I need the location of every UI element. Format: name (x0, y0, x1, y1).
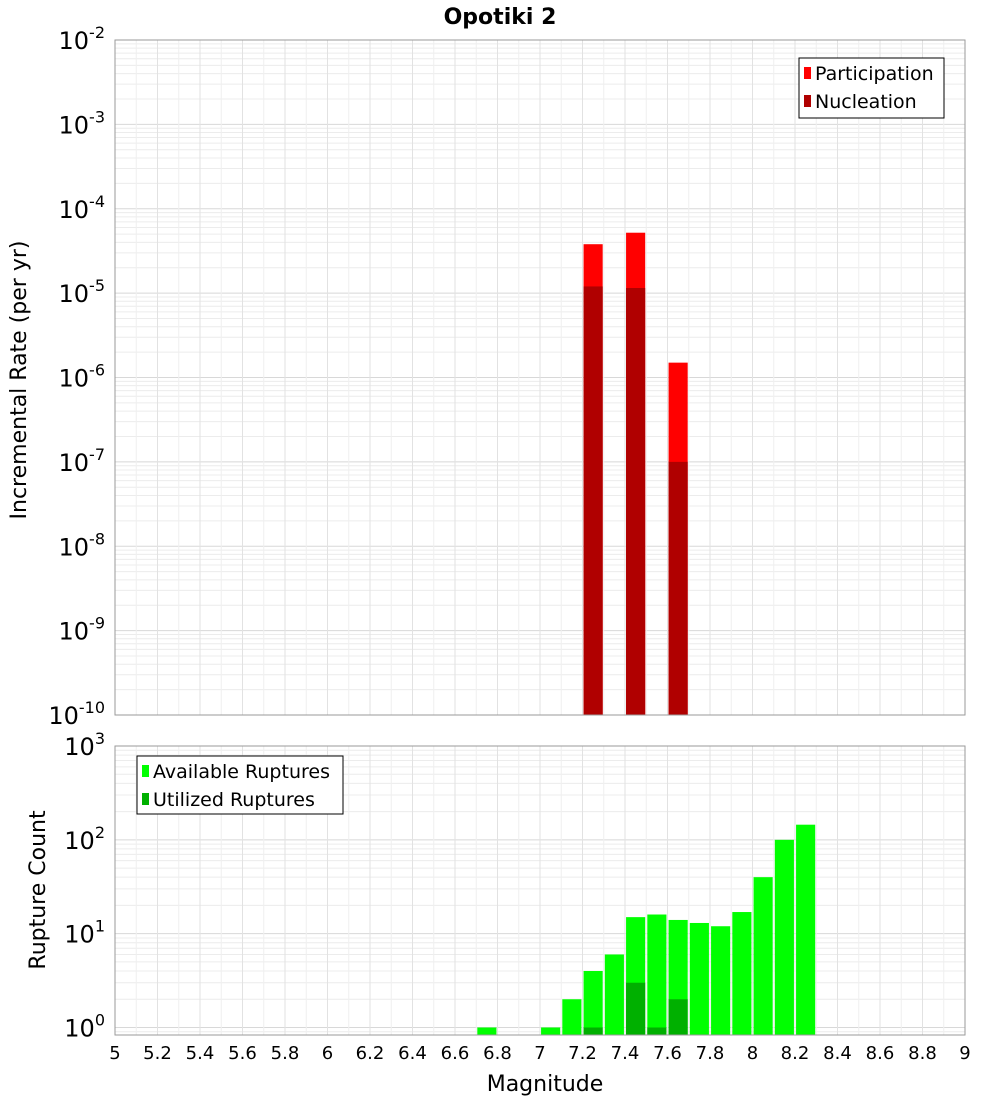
bar-count-0 (541, 1027, 561, 1035)
x-tick-label: 8 (747, 1043, 758, 1064)
y-tick-labels: 10-10 10-9 10-8 10-7 10-6 10-5 10-4 10-3 10-2 (48, 23, 105, 730)
y-tick-label: 10-3 (59, 107, 106, 139)
top-y-axis-label: Incremental Rate (per yr) (7, 241, 32, 520)
x-tick-label: 5.6 (228, 1043, 257, 1064)
bar-count-0 (604, 954, 624, 1035)
legend-swatch (804, 95, 811, 107)
y-tick-label: 10-8 (59, 529, 106, 561)
x-axis-label: Magnitude (487, 1072, 604, 1097)
bar-count-0 (477, 1027, 497, 1035)
y-tick-label: 10-5 (59, 276, 106, 308)
legend-swatch (804, 67, 811, 79)
y-tick-label: 10-2 (59, 23, 106, 55)
bar-count-0 (562, 999, 582, 1035)
y-tick-label: 10-9 (59, 614, 106, 646)
bar-count-0 (689, 922, 709, 1035)
x-tick-label: 8.6 (866, 1043, 895, 1064)
bar-count-1 (668, 999, 688, 1035)
x-tick-label: 6.8 (483, 1043, 512, 1064)
x-tick-label: 7.6 (653, 1043, 682, 1064)
series-utilized-ruptures (583, 982, 688, 1035)
bar-count-0 (796, 824, 816, 1035)
y-tick-label: 10-4 (59, 192, 106, 224)
x-tick-label: 7.2 (568, 1043, 597, 1064)
legend: Participation Nucleation (798, 57, 945, 119)
x-tick-label: 8.2 (781, 1043, 810, 1064)
legend-label: Nucleation (815, 91, 917, 113)
x-tick-label: 6.4 (398, 1043, 427, 1064)
x-tick-label: 6.2 (356, 1043, 385, 1064)
bar-rate-1 (583, 286, 603, 715)
legend-label: Participation (815, 63, 934, 85)
x-tick-label: 9 (959, 1043, 970, 1064)
bar-rate-1 (668, 461, 688, 715)
x-tick-label: 7.4 (611, 1043, 640, 1064)
x-tick-label: 5.8 (271, 1043, 300, 1064)
series-nucleation (583, 286, 688, 715)
x-tick-label: 5 (109, 1043, 120, 1064)
rupture-count-panel: 100 101 102 103 Available Ruptures Utilized R… (64, 729, 966, 1042)
plot-frame (114, 39, 966, 716)
legend-swatch (142, 765, 149, 777)
legend: Available Ruptures Utilized Ruptures (136, 755, 344, 815)
bar-count-0 (732, 912, 752, 1035)
y-tick-label: 102 (64, 823, 105, 855)
plot-frame (114, 745, 966, 1036)
legend-swatch (142, 793, 149, 805)
x-tick-label: 6.6 (441, 1043, 470, 1064)
bar-count-1 (647, 1027, 667, 1035)
bar-count-1 (626, 982, 646, 1035)
x-tick-label: 8.4 (823, 1043, 852, 1064)
bar-count-0 (647, 914, 667, 1035)
x-tick-labels: 5 5.2 5.4 5.6 5.8 6 6.2 6.4 6.6 6.8 7 7.2 7.4 7.6 7.8 8… (109, 1043, 970, 1064)
bar-rate-1 (626, 288, 646, 715)
y-tick-label: 100 (64, 1010, 105, 1042)
rate-panel: 10-10 10-9 10-8 10-7 10-6 10-5 10-4 10-3 10-2 Par… (48, 23, 966, 730)
bar-count-1 (583, 1027, 603, 1035)
y-tick-labels: 100 101 102 103 (64, 729, 105, 1042)
y-tick-label: 10-10 (48, 698, 105, 730)
gridlines (114, 40, 966, 716)
gridlines (114, 746, 966, 1035)
bar-count-0 (774, 839, 794, 1035)
series-available-ruptures (477, 824, 816, 1035)
y-tick-label: 10-7 (59, 445, 106, 477)
chart-title: Opotiki 2 (444, 5, 557, 30)
x-tick-label: 5.2 (143, 1043, 172, 1064)
bar-count-0 (583, 971, 603, 1035)
x-tick-label: 7 (534, 1043, 545, 1064)
x-tick-label: 5.4 (186, 1043, 215, 1064)
x-tick-label: 6 (322, 1043, 333, 1064)
legend-label: Available Ruptures (153, 761, 330, 783)
x-tick-label: 7.8 (696, 1043, 725, 1064)
y-tick-label: 10-6 (59, 361, 106, 393)
y-tick-label: 101 (64, 917, 105, 949)
y-tick-label: 103 (64, 729, 105, 761)
bar-count-0 (711, 926, 731, 1035)
legend-label: Utilized Ruptures (153, 789, 315, 811)
bottom-y-axis-label: Rupture Count (26, 810, 51, 970)
bar-count-0 (753, 877, 773, 1035)
x-tick-label: 8.8 (908, 1043, 937, 1064)
